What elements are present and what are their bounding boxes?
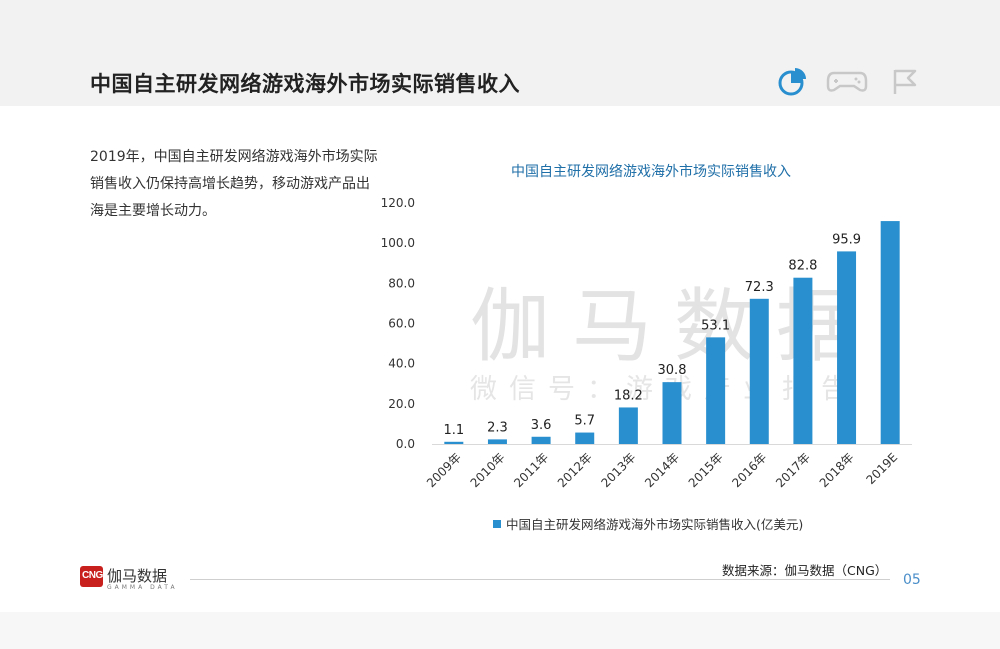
bar [618,407,638,444]
page-title: 中国自主研发网络游戏海外市场实际销售收入 [90,72,520,96]
y-tick-label: 0.0 [396,437,415,451]
source-text: 数据来源：伽马数据（CNG） [722,563,888,578]
y-tick-label: 40.0 [388,357,415,371]
data-label: 2.3 [487,420,508,435]
logo-badge [80,566,103,587]
bar [444,441,464,444]
bar [749,298,769,444]
x-tick-label: 2017年 [773,450,813,490]
x-tick-label: 2015年 [686,450,726,490]
data-label: 1.1 [443,423,464,438]
x-tick-label: 2018年 [817,450,857,490]
gamepad-icon[interactable] [826,64,868,98]
chart-title: 中国自主研发网络游戏海外市场实际销售收入 [511,163,791,180]
data-label: 3.6 [531,418,552,433]
y-tick-label: 80.0 [388,276,415,290]
y-tick-label: 60.0 [388,317,415,331]
x-tick-label: 2014年 [642,450,682,490]
data-label: 72.3 [745,280,774,295]
x-tick-label: 2013年 [599,450,639,490]
bar [837,251,857,444]
logo-subtitle: GAMMA DATA [107,584,178,591]
flag-icon[interactable] [888,64,922,98]
header-band [0,0,1000,106]
logo-name: 伽马数据 [107,567,168,585]
legend-swatch [493,520,501,528]
footer-divider [190,579,890,580]
y-tick-label: 20.0 [388,397,415,411]
data-label: 5.7 [574,414,595,429]
bottom-band [0,612,1000,649]
x-tick-label: 2010年 [468,450,508,490]
watermark-main: 伽马数据 [470,280,878,373]
page-number: 05 [903,572,921,588]
bar [706,337,726,444]
x-tick-label: 2009年 [424,450,464,490]
legend-label: 中国自主研发网络游戏海外市场实际销售收入(亿美元) [506,517,803,532]
bar [662,382,682,444]
x-tick-label: 2016年 [729,450,769,490]
data-label: 18.2 [614,388,643,403]
logo-badge-text: CNG [82,570,103,581]
y-tick-label: 120.0 [381,196,415,210]
x-tick-label: 2019E [863,450,900,487]
pie-chart-icon[interactable] [776,64,810,98]
bar [531,436,551,444]
intro-paragraph: 2019年，中国自主研发网络游戏海外市场实际销售收入仍保持高增长趋势，移动游戏产… [90,149,378,219]
x-tick-label: 2012年 [555,450,595,490]
bar [575,432,595,444]
bar [880,221,900,444]
y-tick-label: 100.0 [381,236,415,250]
bar [793,277,813,444]
data-label: 30.8 [658,363,687,378]
watermark-sub: 微信号：游戏产业报告 [470,367,860,406]
x-tick-label: 2011年 [511,450,551,490]
data-label: 53.1 [701,318,730,333]
data-label: 82.8 [788,259,817,274]
bar [487,439,507,444]
data-label: 95.9 [832,232,861,247]
